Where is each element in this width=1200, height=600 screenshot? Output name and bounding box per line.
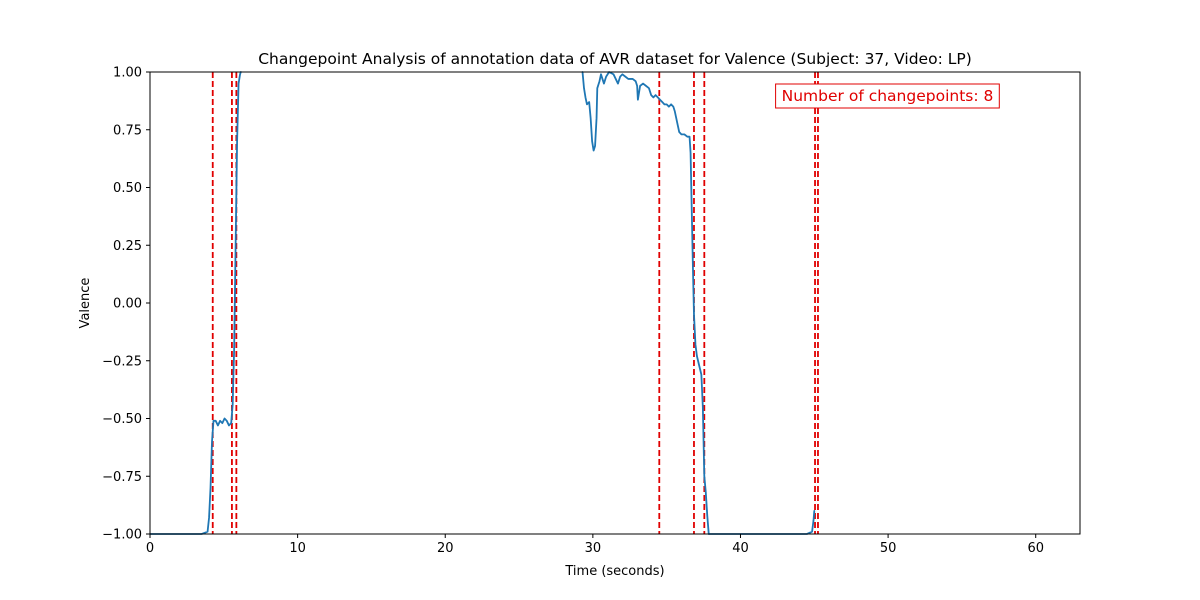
- annotation-text: Number of changepoints: 8: [782, 87, 994, 105]
- x-axis-label: Time (seconds): [564, 564, 664, 579]
- x-tick-label: 60: [1027, 541, 1044, 556]
- y-axis-label: Valence: [78, 278, 93, 329]
- y-tick-label: 0.00: [113, 297, 142, 312]
- x-tick-label: 10: [289, 541, 306, 556]
- x-axis: 0 10 20 30 40 50 60: [146, 534, 1044, 556]
- y-tick-label: −0.50: [102, 412, 142, 427]
- x-tick-label: 30: [585, 541, 602, 556]
- annotation-box: [775, 83, 1000, 109]
- y-tick-label: 0.25: [113, 239, 142, 254]
- y-tick-label: −0.75: [102, 470, 142, 485]
- changepoint-count-annotation: Number of changepoints: 8: [775, 83, 1000, 109]
- y-axis: −1.00 −0.75 −0.50 −0.25 0.00 0.25 0.50 0.75 1.00: [102, 66, 150, 543]
- series-line-segment: [581, 71, 816, 535]
- x-tick-label: 0: [146, 541, 154, 556]
- chart-title: Changepoint Analysis of annotation data …: [258, 50, 972, 68]
- y-tick-label: −1.00: [102, 528, 142, 543]
- series-line-segment: [149, 71, 242, 535]
- x-tick-label: 50: [880, 541, 897, 556]
- y-tick-label: 0.50: [113, 181, 142, 196]
- y-tick-label: −0.25: [102, 354, 142, 369]
- x-tick-label: 40: [732, 541, 749, 556]
- y-tick-label: 1.00: [113, 66, 142, 81]
- plot-area: [149, 71, 819, 535]
- x-tick-label: 20: [437, 541, 454, 556]
- y-tick-label: 0.75: [113, 123, 142, 138]
